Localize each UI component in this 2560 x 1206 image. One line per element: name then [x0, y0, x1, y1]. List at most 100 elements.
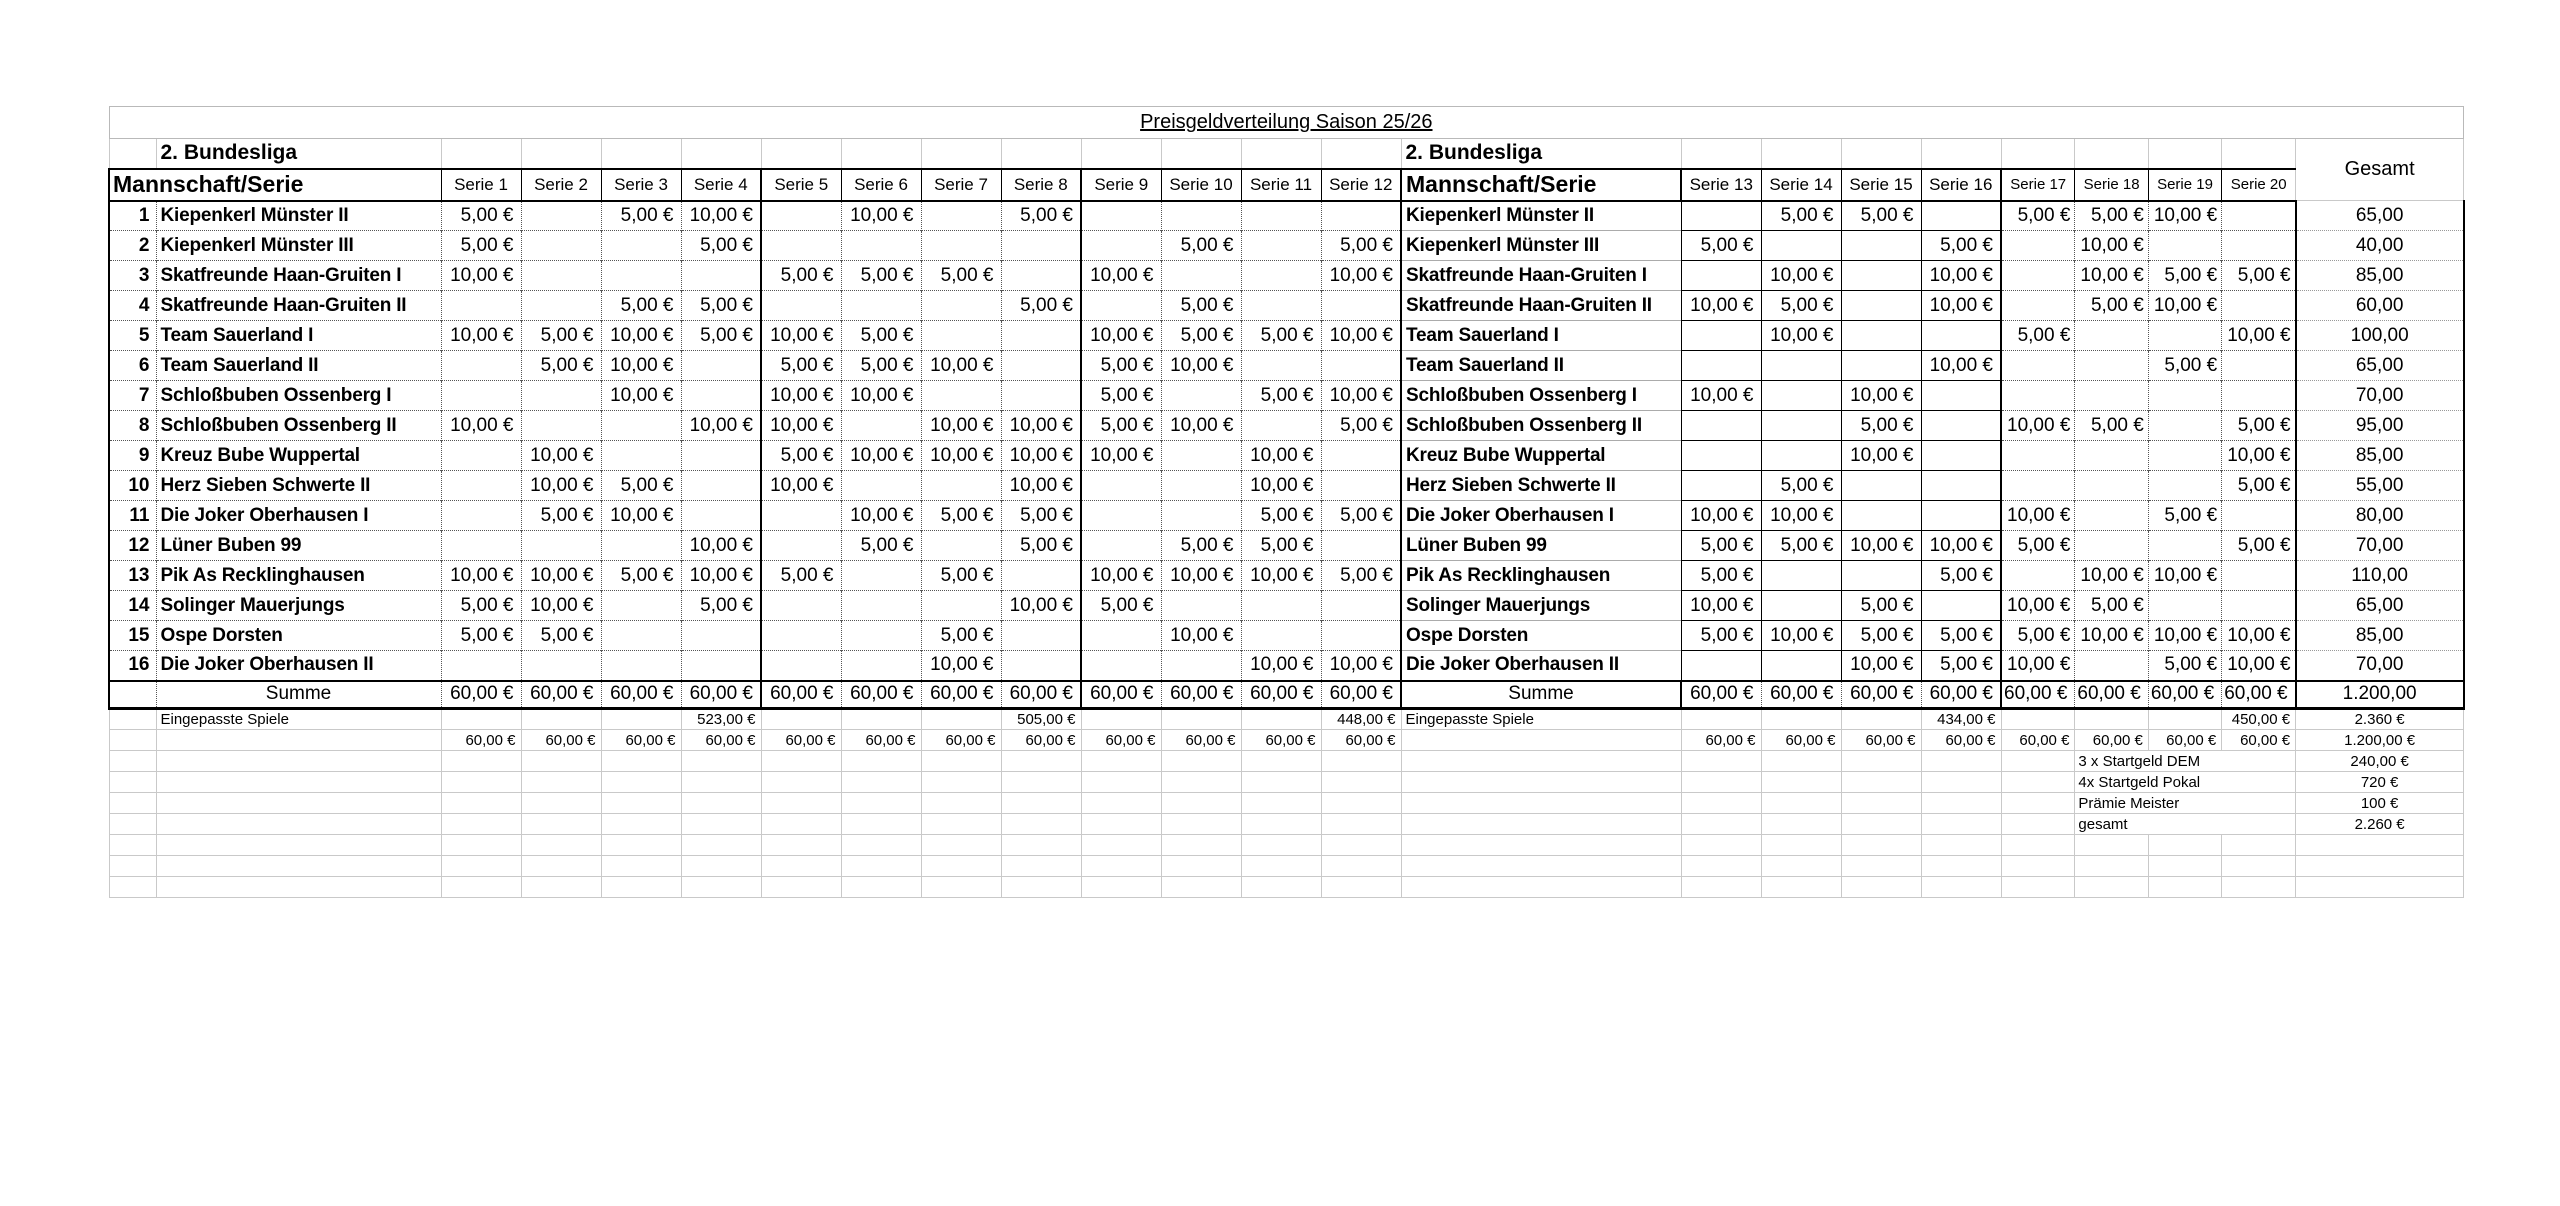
summe-value: 60,00 € — [1160, 679, 1241, 710]
summe-value: 60,00 € — [840, 679, 921, 710]
value-cell: 10,00 € — [1920, 350, 2001, 381]
value-cell — [920, 230, 1001, 261]
value-cell: 10,00 € — [1840, 650, 1921, 681]
row-number: 16 — [108, 650, 156, 681]
cell-empty — [1400, 813, 1682, 835]
cell-empty — [1240, 855, 1322, 877]
cell-empty — [440, 834, 522, 856]
empty-grid-row — [108, 855, 2465, 877]
value-cell — [2000, 470, 2075, 501]
value-cell: 10,00 € — [2074, 230, 2149, 261]
team-name: Kiepenkerl Münster III — [155, 230, 441, 261]
value-cell: 10,00 € — [920, 410, 1001, 441]
value-cell — [2221, 350, 2296, 381]
value-cell — [1000, 650, 1081, 681]
value-cell: 5,00 € — [1320, 500, 1401, 531]
value-cell — [1760, 230, 1841, 261]
table-row: 3 Skatfreunde Haan-Gruiten I 10,00 €5,00 €… — [108, 260, 2465, 291]
cell-empty — [600, 138, 682, 169]
value-cell: 10,00 € — [1320, 260, 1401, 291]
gesamt-value: 85,00 — [2294, 260, 2465, 291]
value-cell — [680, 350, 761, 381]
cell-empty — [108, 138, 157, 169]
cell-empty — [1920, 876, 2002, 898]
value-cell — [840, 290, 921, 321]
cell-empty — [520, 708, 602, 730]
value-cell — [2000, 230, 2075, 261]
value-cell — [1920, 200, 2001, 231]
cell-empty — [840, 834, 922, 856]
value-cell — [1680, 260, 1761, 291]
row-number: 7 — [108, 380, 156, 411]
eingepasste-value-s16: 434,00 € — [1920, 708, 2002, 730]
value-cell — [1160, 380, 1241, 411]
value-cell: 5,00 € — [760, 260, 841, 291]
value-cell: 5,00 € — [440, 590, 521, 621]
row60-gesamt: 1.200,00 € — [2295, 729, 2465, 751]
value-cell: 5,00 € — [920, 500, 1001, 531]
cell-empty — [2074, 708, 2149, 730]
value-cell — [520, 260, 601, 291]
col-header-serie-17: Serie 17 — [2000, 167, 2076, 202]
value-cell — [2074, 650, 2149, 681]
value-cell — [920, 530, 1001, 561]
value-cell — [2074, 350, 2149, 381]
gesamt-value: 55,00 — [2294, 470, 2465, 501]
value-cell — [1920, 410, 2001, 441]
cell-empty — [155, 729, 442, 751]
value-cell — [1240, 620, 1321, 651]
cell-empty — [520, 834, 602, 856]
row-number: 15 — [108, 620, 156, 651]
team-name-right: Kreuz Bube Wuppertal — [1400, 440, 1681, 471]
summe-value: 60,00 € — [1320, 679, 1401, 710]
header-row: Mannschaft/Serie Serie 1 Serie 2 Serie 3… — [108, 167, 2464, 202]
extra-row-gesamt: gesamt 2.260 € — [108, 813, 2465, 835]
value-cell: 5,00 € — [1920, 560, 2001, 591]
cell-empty — [1840, 708, 1922, 730]
col-header-gesamt: Gesamt — [2295, 138, 2465, 201]
value-cell — [2147, 440, 2222, 471]
value-cell — [840, 470, 921, 501]
col-header-serie-5: Serie 5 — [760, 167, 842, 202]
col-header-serie-9: Serie 9 — [1080, 167, 1162, 202]
value-cell: 5,00 € — [760, 560, 841, 591]
row60-value: 60,00 € — [1160, 729, 1242, 751]
team-name: Lüner Buben 99 — [155, 530, 441, 561]
extra-label: Prämie Meister — [2074, 792, 2297, 814]
value-cell — [1080, 200, 1161, 231]
cell-empty — [1240, 708, 1322, 730]
value-cell — [920, 380, 1001, 411]
team-name: Pik As Recklinghausen — [155, 560, 441, 591]
team-name: Die Joker Oberhausen II — [155, 650, 441, 681]
col-header-serie-20: Serie 20 — [2221, 167, 2297, 202]
value-cell: 10,00 € — [1680, 380, 1761, 411]
row60-value: 60,00 € — [440, 729, 522, 751]
value-cell: 5,00 € — [1160, 290, 1241, 321]
value-cell — [1320, 350, 1401, 381]
value-cell: 10,00 € — [2147, 620, 2222, 651]
cell-empty — [2147, 708, 2223, 730]
value-cell — [600, 620, 681, 651]
team-name-right: Pik As Recklinghausen — [1400, 560, 1681, 591]
value-cell: 5,00 € — [1000, 500, 1081, 531]
cell-empty — [1920, 792, 2002, 814]
value-cell: 5,00 € — [520, 620, 601, 651]
summe-row: Summe 60,00 € 60,00 € 60,00 € 60,00 € 60… — [108, 679, 2465, 710]
value-cell: 5,00 € — [2221, 530, 2296, 561]
value-cell — [1240, 260, 1321, 291]
value-cell — [680, 380, 761, 411]
extra-row-startgeld-pokal: 4x Startgeld Pokal 720 € — [108, 771, 2465, 793]
value-cell: 10,00 € — [2074, 620, 2149, 651]
cell-empty — [1840, 750, 1922, 772]
value-cell: 5,00 € — [2221, 260, 2296, 291]
empty-grid-row — [108, 834, 2465, 856]
cell-empty — [1320, 138, 1402, 169]
col-header-mannschaft-right: Mannschaft/Serie — [1400, 167, 1682, 202]
cell-empty — [600, 834, 682, 856]
gesamt-value: 70,00 — [2294, 530, 2465, 561]
row-number: 9 — [108, 440, 156, 471]
cell-empty — [920, 708, 1002, 730]
value-cell: 10,00 € — [760, 320, 841, 351]
cell-empty — [1680, 792, 1762, 814]
value-cell — [1000, 320, 1081, 351]
